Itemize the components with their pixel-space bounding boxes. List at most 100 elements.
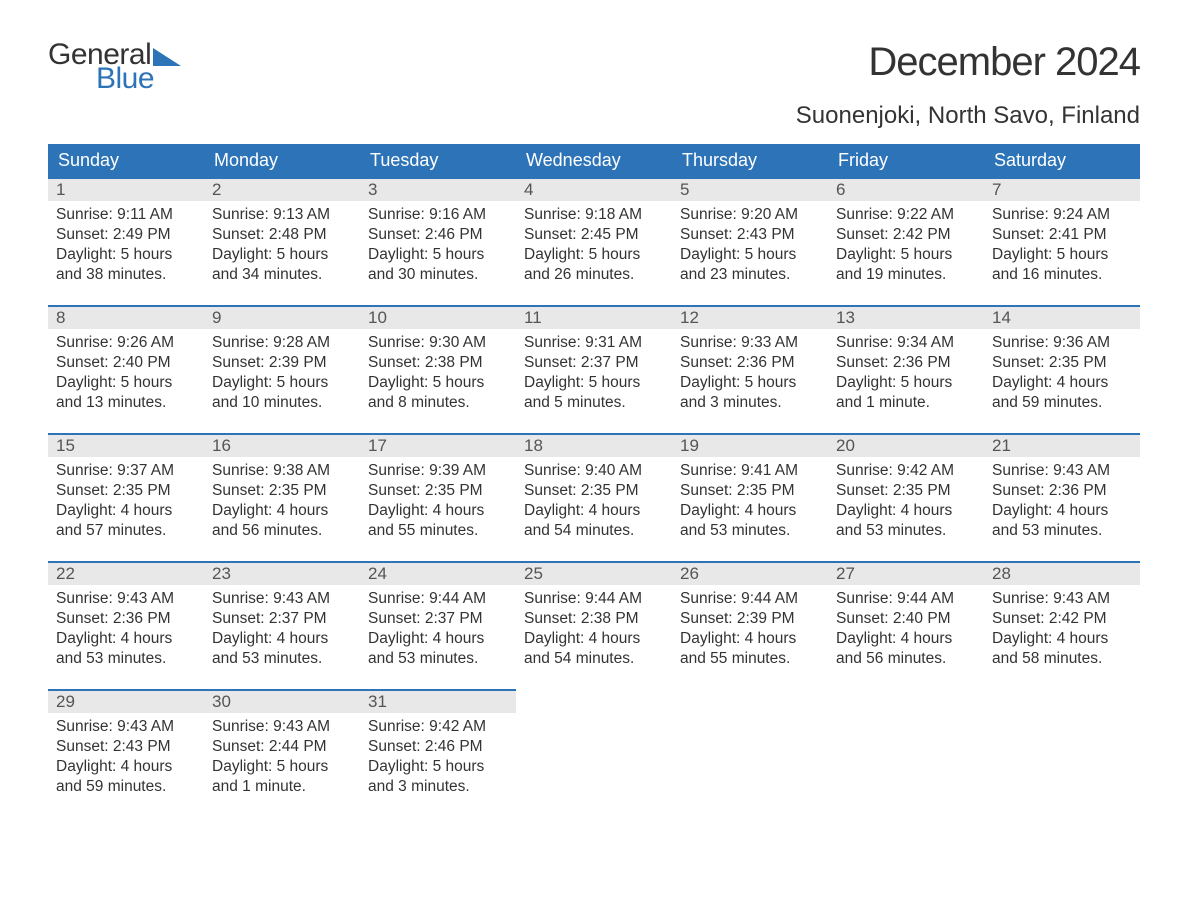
sunrise-text: Sunrise: 9:24 AM	[992, 205, 1132, 225]
calendar-day-cell: 3Sunrise: 9:16 AMSunset: 2:46 PMDaylight…	[360, 177, 516, 305]
sunrise-text: Sunrise: 9:43 AM	[212, 717, 352, 737]
sunset-text: Sunset: 2:40 PM	[836, 609, 976, 629]
calendar-day-cell: 26Sunrise: 9:44 AMSunset: 2:39 PMDayligh…	[672, 561, 828, 689]
sunset-text: Sunset: 2:37 PM	[524, 353, 664, 373]
weekday-header: Tuesday	[360, 144, 516, 177]
sunrise-text: Sunrise: 9:33 AM	[680, 333, 820, 353]
daylight-text: Daylight: 4 hours and 53 minutes.	[56, 629, 196, 669]
sunrise-text: Sunrise: 9:43 AM	[212, 589, 352, 609]
calendar-day-cell: 24Sunrise: 9:44 AMSunset: 2:37 PMDayligh…	[360, 561, 516, 689]
day-number: 24	[360, 563, 516, 585]
day-number: 29	[48, 691, 204, 713]
location-subtitle: Suonenjoki, North Savo, Finland	[48, 102, 1140, 130]
daylight-text: Daylight: 4 hours and 58 minutes.	[992, 629, 1132, 669]
daylight-text: Daylight: 4 hours and 55 minutes.	[368, 501, 508, 541]
sunset-text: Sunset: 2:36 PM	[836, 353, 976, 373]
weekday-header: Saturday	[984, 144, 1140, 177]
sunset-text: Sunset: 2:35 PM	[992, 353, 1132, 373]
daylight-text: Daylight: 5 hours and 13 minutes.	[56, 373, 196, 413]
calendar-week-row: 22Sunrise: 9:43 AMSunset: 2:36 PMDayligh…	[48, 561, 1140, 689]
calendar-day-cell: 18Sunrise: 9:40 AMSunset: 2:35 PMDayligh…	[516, 433, 672, 561]
sunset-text: Sunset: 2:35 PM	[212, 481, 352, 501]
sunset-text: Sunset: 2:49 PM	[56, 225, 196, 245]
daylight-text: Daylight: 5 hours and 1 minute.	[212, 757, 352, 797]
daylight-text: Daylight: 4 hours and 53 minutes.	[680, 501, 820, 541]
day-number: 10	[360, 307, 516, 329]
day-number: 15	[48, 435, 204, 457]
calendar-day-cell: 8Sunrise: 9:26 AMSunset: 2:40 PMDaylight…	[48, 305, 204, 433]
day-number: 20	[828, 435, 984, 457]
daylight-text: Daylight: 5 hours and 34 minutes.	[212, 245, 352, 285]
sunset-text: Sunset: 2:36 PM	[56, 609, 196, 629]
sunrise-text: Sunrise: 9:18 AM	[524, 205, 664, 225]
day-number: 28	[984, 563, 1140, 585]
daylight-text: Daylight: 5 hours and 5 minutes.	[524, 373, 664, 413]
daylight-text: Daylight: 4 hours and 55 minutes.	[680, 629, 820, 669]
daylight-text: Daylight: 4 hours and 56 minutes.	[212, 501, 352, 541]
sunrise-text: Sunrise: 9:34 AM	[836, 333, 976, 353]
calendar-day-cell: 1Sunrise: 9:11 AMSunset: 2:49 PMDaylight…	[48, 177, 204, 305]
sunrise-text: Sunrise: 9:41 AM	[680, 461, 820, 481]
sunrise-text: Sunrise: 9:22 AM	[836, 205, 976, 225]
sunrise-text: Sunrise: 9:28 AM	[212, 333, 352, 353]
sunset-text: Sunset: 2:41 PM	[992, 225, 1132, 245]
day-number: 3	[360, 179, 516, 201]
sunset-text: Sunset: 2:35 PM	[836, 481, 976, 501]
day-number: 7	[984, 179, 1140, 201]
sunset-text: Sunset: 2:36 PM	[680, 353, 820, 373]
calendar-day-cell: 11 Sunrise: 9:31 AMSunset: 2:37 PMDayligh…	[516, 305, 672, 433]
sunset-text: Sunset: 2:36 PM	[992, 481, 1132, 501]
sunset-text: Sunset: 2:35 PM	[524, 481, 664, 501]
calendar-day-cell: 12 Sunrise: 9:33 AMSunset: 2:36 PMDayligh…	[672, 305, 828, 433]
calendar-day-cell: 6Sunrise: 9:22 AMSunset: 2:42 PMDaylight…	[828, 177, 984, 305]
sunset-text: Sunset: 2:42 PM	[836, 225, 976, 245]
calendar-week-row: 8Sunrise: 9:26 AMSunset: 2:40 PMDaylight…	[48, 305, 1140, 433]
sunrise-text: Sunrise: 9:43 AM	[992, 461, 1132, 481]
calendar-day-cell: 19Sunrise: 9:41 AMSunset: 2:35 PMDayligh…	[672, 433, 828, 561]
sunrise-text: Sunrise: 9:44 AM	[524, 589, 664, 609]
daylight-text: Daylight: 5 hours and 23 minutes.	[680, 245, 820, 285]
sunrise-text: Sunrise: 9:26 AM	[56, 333, 196, 353]
sunrise-text: Sunrise: 9:39 AM	[368, 461, 508, 481]
sunrise-text: Sunrise: 9:13 AM	[212, 205, 352, 225]
sunset-text: Sunset: 2:40 PM	[56, 353, 196, 373]
calendar-day-cell: 5Sunrise: 9:20 AMSunset: 2:43 PMDaylight…	[672, 177, 828, 305]
weekday-header: Wednesday	[516, 144, 672, 177]
calendar-week-row: 1Sunrise: 9:11 AMSunset: 2:49 PMDaylight…	[48, 177, 1140, 305]
day-number: 14	[984, 307, 1140, 329]
daylight-text: Daylight: 5 hours and 38 minutes.	[56, 245, 196, 285]
day-number: 13	[828, 307, 984, 329]
sunrise-text: Sunrise: 9:31 AM	[524, 333, 664, 353]
sunrise-text: Sunrise: 9:43 AM	[56, 717, 196, 737]
day-number: 27	[828, 563, 984, 585]
day-number: 31	[360, 691, 516, 713]
sunset-text: Sunset: 2:38 PM	[368, 353, 508, 373]
sunset-text: Sunset: 2:43 PM	[56, 737, 196, 757]
daylight-text: Daylight: 4 hours and 59 minutes.	[56, 757, 196, 797]
calendar-day-cell: 25Sunrise: 9:44 AMSunset: 2:38 PMDayligh…	[516, 561, 672, 689]
sunrise-text: Sunrise: 9:44 AM	[368, 589, 508, 609]
day-number: 21	[984, 435, 1140, 457]
sunset-text: Sunset: 2:46 PM	[368, 737, 508, 757]
sunset-text: Sunset: 2:37 PM	[212, 609, 352, 629]
sunrise-text: Sunrise: 9:44 AM	[836, 589, 976, 609]
daylight-text: Daylight: 4 hours and 53 minutes.	[368, 629, 508, 669]
daylight-text: Daylight: 5 hours and 3 minutes.	[680, 373, 820, 413]
daylight-text: Daylight: 5 hours and 30 minutes.	[368, 245, 508, 285]
daylight-text: Daylight: 5 hours and 26 minutes.	[524, 245, 664, 285]
day-number: 12	[672, 307, 828, 329]
sunset-text: Sunset: 2:43 PM	[680, 225, 820, 245]
calendar-day-cell: 20Sunrise: 9:42 AMSunset: 2:35 PMDayligh…	[828, 433, 984, 561]
day-number: 16	[204, 435, 360, 457]
day-number: 11	[516, 307, 672, 329]
daylight-text: Daylight: 5 hours and 16 minutes.	[992, 245, 1132, 285]
day-number: 6	[828, 179, 984, 201]
sunrise-text: Sunrise: 9:42 AM	[368, 717, 508, 737]
sunrise-text: Sunrise: 9:38 AM	[212, 461, 352, 481]
sunset-text: Sunset: 2:39 PM	[212, 353, 352, 373]
sunrise-text: Sunrise: 9:11 AM	[56, 205, 196, 225]
calendar-day-cell: 4Sunrise: 9:18 AMSunset: 2:45 PMDaylight…	[516, 177, 672, 305]
calendar-day-cell: 29 Sunrise: 9:43 AMSunset: 2:43 PMDayligh…	[48, 689, 204, 817]
day-number: 5	[672, 179, 828, 201]
day-number: 22	[48, 563, 204, 585]
